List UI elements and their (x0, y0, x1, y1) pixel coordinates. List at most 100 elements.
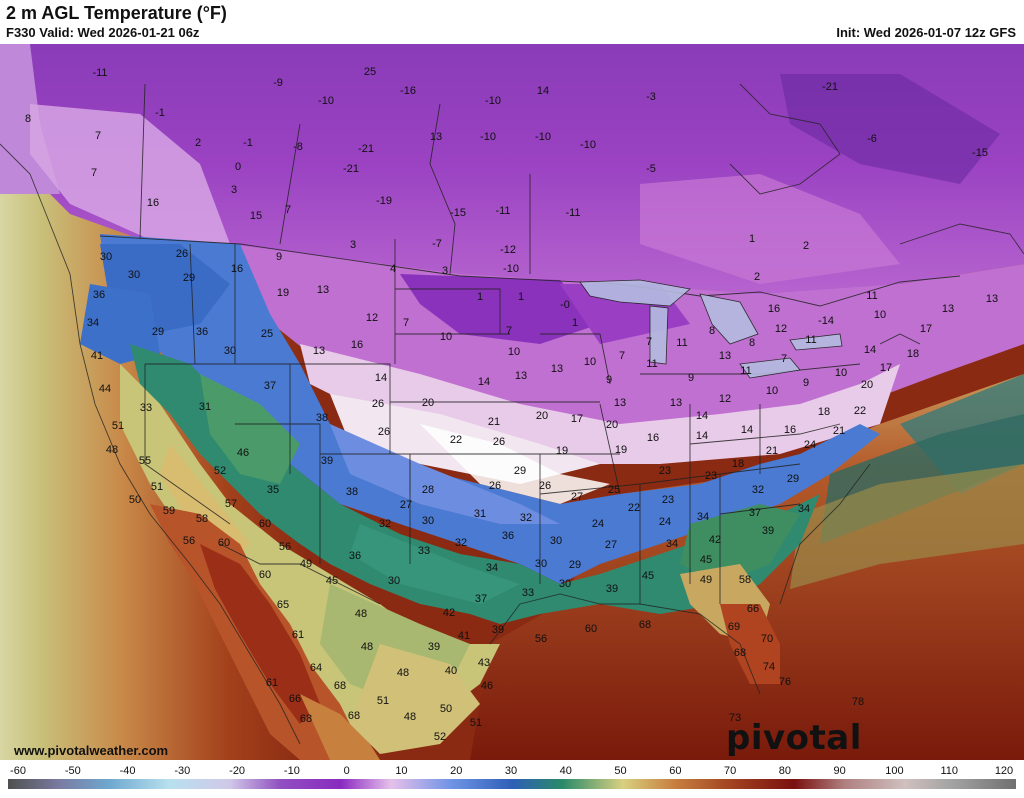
temperature-label: 50 (440, 703, 452, 715)
temperature-label: -7 (432, 238, 442, 250)
temperature-label: 11 (740, 365, 751, 377)
temperature-label: 46 (237, 447, 249, 459)
temperature-label: 38 (316, 412, 328, 424)
colorbar-tick-label: -60 (10, 765, 26, 777)
temperature-label: 9 (606, 374, 612, 386)
temperature-label: 37 (264, 380, 276, 392)
temperature-label: 38 (346, 486, 358, 498)
temperature-label: -21 (358, 143, 374, 155)
temperature-label: -16 (400, 85, 416, 97)
temperature-label: 26 (493, 436, 505, 448)
temperature-label: 10 (874, 309, 886, 321)
colorbar-ticks: -60 -50 -40 -30 -20 -10 0 10 20 30 40 50 60 70 80 90 100… (10, 765, 1013, 777)
temperature-label: 29 (569, 559, 581, 571)
temperature-label: 45 (642, 570, 654, 582)
temperature-label: 13 (719, 350, 731, 362)
temperature-label: -1 (155, 107, 165, 119)
temperature-label: 60 (259, 518, 271, 530)
temperature-label: 44 (99, 383, 111, 395)
colorbar-tick-label: 100 (885, 765, 903, 777)
temperature-label: 46 (481, 680, 493, 692)
temperature-label: -10 (580, 139, 596, 151)
temperature-label: 3 (231, 184, 237, 196)
temperature-label: -10 (535, 131, 551, 143)
temperature-label: 33 (140, 402, 152, 414)
temperature-label: 31 (474, 508, 486, 520)
temperature-label: 68 (300, 713, 312, 725)
temperature-label: 19 (615, 444, 627, 456)
temperature-label: -21 (343, 163, 359, 175)
temperature-label: 12 (775, 323, 787, 335)
colorbar-tick-label: 50 (614, 765, 626, 777)
temperature-label: 13 (551, 363, 563, 375)
temperature-label: -15 (972, 147, 988, 159)
temperature-label: 16 (231, 263, 243, 275)
temperature-label: 34 (697, 511, 709, 523)
temperature-label: 2 (754, 271, 760, 283)
colorbar-tick-label: -20 (229, 765, 245, 777)
temperature-label: 30 (128, 269, 140, 281)
temperature-label: 48 (355, 608, 367, 620)
temperature-label: 0 (235, 161, 241, 173)
temperature-label: 10 (766, 385, 778, 397)
temperature-label: -11 (495, 205, 510, 217)
temperature-label: 26 (489, 480, 501, 492)
temperature-label: 25 (261, 328, 273, 340)
temperature-label: 8 (709, 325, 715, 337)
temperature-label: -10 (318, 95, 334, 107)
temperature-label: 36 (196, 326, 208, 338)
temperature-label: 10 (440, 331, 452, 343)
temperature-label: 8 (25, 113, 31, 125)
temperature-label: 7 (619, 350, 625, 362)
temperature-label: -9 (273, 77, 283, 89)
temperature-label: 41 (458, 630, 470, 642)
temperature-label: 1 (749, 233, 755, 245)
temperature-label: 2 (803, 240, 809, 252)
temperature-label: 29 (183, 272, 195, 284)
temperature-label: -0 (560, 299, 570, 311)
temperature-label: -12 (500, 244, 516, 256)
init-time: Init: Wed 2026-01-07 12z GFS (836, 25, 1016, 40)
colorbar-tick-label: 0 (344, 765, 350, 777)
temperature-label: 26 (539, 480, 551, 492)
temperature-label: 3 (442, 265, 448, 277)
temperature-colorbar: -60 -50 -40 -30 -20 -10 0 10 20 30 40 50 60 70 80 90 100… (0, 760, 1024, 791)
temperature-label: 26 (378, 426, 390, 438)
colorbar-tick-label: 70 (724, 765, 736, 777)
temperature-label: -6 (867, 133, 877, 145)
temperature-label: 7 (403, 317, 409, 329)
temperature-label: 68 (334, 680, 346, 692)
temperature-label: 18 (732, 458, 744, 470)
temperature-label: -10 (480, 131, 496, 143)
temperature-label: 36 (349, 550, 361, 562)
temperature-label: 48 (404, 711, 416, 723)
temperature-label: 30 (388, 575, 400, 587)
temperature-label: 34 (87, 317, 99, 329)
temperature-label: 50 (129, 494, 141, 506)
temperature-label: 30 (224, 345, 236, 357)
temperature-label: 19 (277, 287, 289, 299)
temperature-label: 39 (321, 455, 333, 467)
temperature-label: 7 (646, 336, 652, 348)
temperature-map: -11 25 -9 -16 -10 14 -10 -21 -3 -1 8 7 2 -1 -8 -21 13 -10… (0, 44, 1024, 760)
temperature-label: 22 (628, 502, 640, 514)
temperature-label: 18 (907, 348, 919, 360)
temperature-label: 16 (147, 197, 159, 209)
temperature-label: 12 (366, 312, 378, 324)
temperature-label: 73 (729, 712, 741, 724)
temperature-label: 58 (196, 513, 208, 525)
temperature-label: 30 (100, 251, 112, 263)
temperature-label: 49 (700, 574, 712, 586)
temperature-label: 13 (313, 345, 325, 357)
temperature-label: 3 (350, 239, 356, 251)
temperature-label: 14 (537, 85, 549, 97)
temperature-label: 61 (292, 629, 304, 641)
temperature-label: 7 (95, 130, 101, 142)
colorbar-tick-label: 80 (779, 765, 791, 777)
temperature-label: 14 (696, 410, 708, 422)
temperature-label: 68 (734, 647, 746, 659)
temperature-label: 37 (749, 507, 761, 519)
temperature-label: 7 (506, 325, 512, 337)
temperature-label: 10 (584, 356, 596, 368)
temperature-label: 13 (430, 131, 442, 143)
